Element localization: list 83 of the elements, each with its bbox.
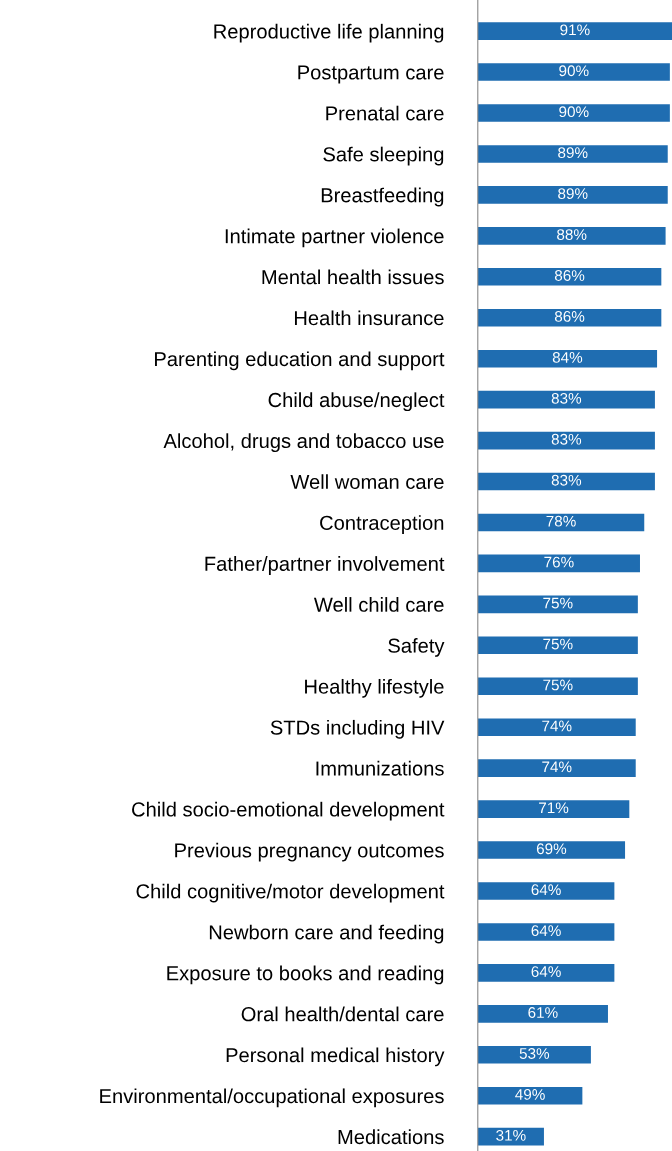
data-label: 83% [551, 433, 582, 445]
bar [477, 882, 615, 900]
data-label: 61% [528, 1007, 558, 1018]
y-tick-label: Intimate partner violence [225, 228, 444, 248]
data-label: 49% [515, 1089, 545, 1100]
bar [477, 22, 672, 40]
bar [477, 472, 655, 491]
bar [477, 431, 655, 450]
data-label: 64% [531, 966, 561, 977]
data-label: 78% [546, 515, 576, 527]
y-tick-label: Exposure to books and reading [167, 965, 444, 985]
y-tick-label: Child cognitive/motor development [136, 883, 445, 903]
data-label: 84% [552, 351, 583, 363]
bar [477, 759, 636, 777]
data-label: 89% [558, 147, 588, 159]
y-tick-label: Newborn care and feeding [209, 924, 444, 944]
data-label: 74% [542, 720, 572, 732]
y-tick-label: Environmental/occupational exposures [100, 1088, 444, 1108]
bar [477, 308, 662, 327]
data-label: 90% [559, 106, 589, 118]
data-label: 91% [560, 24, 590, 36]
data-label: 86% [554, 270, 585, 281]
bar [477, 349, 658, 368]
bar [477, 104, 670, 122]
bar [477, 1045, 591, 1064]
bar [477, 267, 662, 286]
bar [477, 390, 655, 409]
y-tick-label: Father/partner involvement [205, 556, 445, 575]
bar [477, 186, 668, 204]
y-tick-label: Previous pregnancy outcomes [175, 842, 444, 862]
bar [477, 841, 626, 859]
data-label: 76% [544, 556, 574, 568]
y-tick-label: Parenting education and support [155, 351, 445, 371]
y-tick-label: Safety [388, 638, 445, 657]
data-label: 53% [519, 1048, 550, 1059]
y-tick-label: Well woman care [290, 474, 444, 490]
bar [477, 554, 640, 573]
data-label: 90% [559, 65, 589, 77]
data-label: 31% [496, 1129, 526, 1141]
y-tick-label: Mental health issues [262, 269, 444, 285]
y-tick-label: Child socio-emotional development [132, 801, 445, 821]
data-label: 71% [539, 802, 569, 814]
data-label: 75% [543, 597, 573, 609]
y-tick-label: Personal medical history [226, 1047, 445, 1067]
bar [477, 923, 615, 941]
y-tick-label: Postpartum care [298, 65, 444, 84]
y-tick-label: Breastfeeding [321, 187, 444, 207]
data-label: 64% [531, 925, 561, 937]
y-tick-label: Health insurance [294, 310, 444, 326]
y-tick-label: Safe sleeping [323, 146, 444, 166]
bar [477, 964, 615, 982]
bar [477, 63, 670, 81]
y-tick-label: Medications [338, 1129, 444, 1145]
bar [477, 513, 645, 532]
y-tick-label: Oral health/dental care [241, 1006, 444, 1022]
data-label: 86% [554, 311, 585, 322]
bar [477, 595, 638, 614]
bar [477, 1086, 583, 1105]
y-tick-label: Reproductive life planning [214, 23, 444, 43]
data-label: 83% [551, 474, 582, 486]
bar [477, 227, 666, 245]
y-tick-label: Immunizations [316, 760, 444, 776]
data-label: 83% [551, 392, 582, 404]
data-label: 89% [558, 188, 588, 200]
data-label: 64% [531, 884, 561, 896]
y-tick-label: STDs including HIV [270, 719, 445, 739]
bar [477, 800, 630, 818]
y-tick-label: Contraception [320, 515, 444, 534]
y-tick-label: Well child care [313, 597, 444, 612]
data-label: 69% [536, 843, 567, 855]
data-label: 88% [557, 229, 587, 240]
y-tick-label: Alcohol, drugs and tobacco use [163, 433, 444, 453]
bar [477, 1005, 608, 1023]
bar [477, 145, 668, 163]
bar [477, 636, 638, 655]
data-label: 75% [543, 638, 573, 650]
bar [477, 718, 636, 737]
y-tick-label: Prenatal care [326, 105, 444, 121]
data-label: 74% [542, 761, 572, 773]
y-tick-label: Healthy lifestyle [305, 678, 444, 698]
bar [477, 677, 638, 696]
data-label: 75% [543, 679, 573, 691]
y-tick-label: Child abuse/neglect [268, 392, 445, 412]
